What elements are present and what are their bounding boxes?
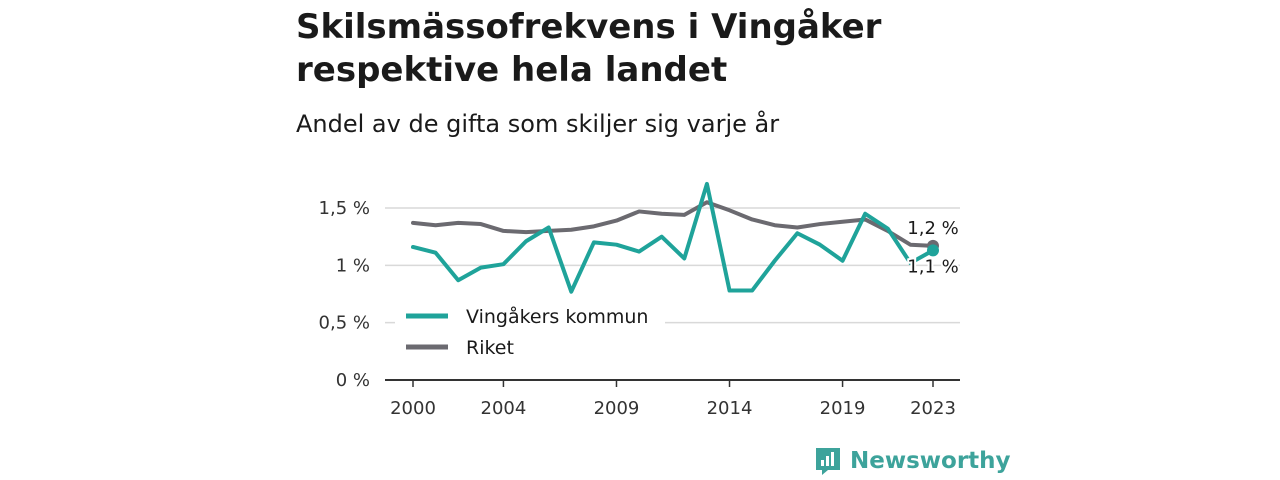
y-axis-ticks: 0 % 0,5 % 1 % 1,5 % xyxy=(319,198,370,391)
legend-label: Riket xyxy=(466,337,514,359)
y-tick-label: 0,5 % xyxy=(319,313,370,334)
series-lines xyxy=(411,181,939,294)
brand-name: Newsworthy xyxy=(850,448,1011,474)
newsworthy-logo-icon xyxy=(816,448,840,475)
y-tick-label: 0 % xyxy=(336,370,370,391)
brand-logo: Newsworthy xyxy=(814,446,1011,476)
legend-label: Vingåkers kommun xyxy=(466,305,648,328)
x-tick-label: 2009 xyxy=(594,398,640,419)
series-line xyxy=(411,181,935,294)
series-line xyxy=(411,200,935,248)
x-axis: 2000 2004 2009 2014 2019 2023 xyxy=(385,379,960,419)
y-tick-label: 1 % xyxy=(336,255,370,276)
series-end-point xyxy=(927,244,939,257)
x-tick-label: 2000 xyxy=(390,398,436,419)
end-value-label: 1,1 % xyxy=(907,256,958,277)
legend-background xyxy=(395,296,665,368)
x-tick-label: 2023 xyxy=(910,398,956,419)
y-tick-label: 1,5 % xyxy=(319,198,370,219)
chart-title: Skilsmässofrekvens i Vingåker respektive… xyxy=(296,7,882,90)
end-labels: 1,1 % 1,2 % xyxy=(905,216,960,280)
legend: Vingåkers kommun Riket xyxy=(395,296,665,368)
x-tick-label: 2019 xyxy=(820,398,866,419)
chart-subtitle: Andel av de gifta som skiljer sig varje … xyxy=(296,110,780,138)
end-value-label: 1,2 % xyxy=(907,218,958,239)
x-tick-label: 2004 xyxy=(481,398,527,419)
x-tick-label: 2014 xyxy=(707,398,753,419)
